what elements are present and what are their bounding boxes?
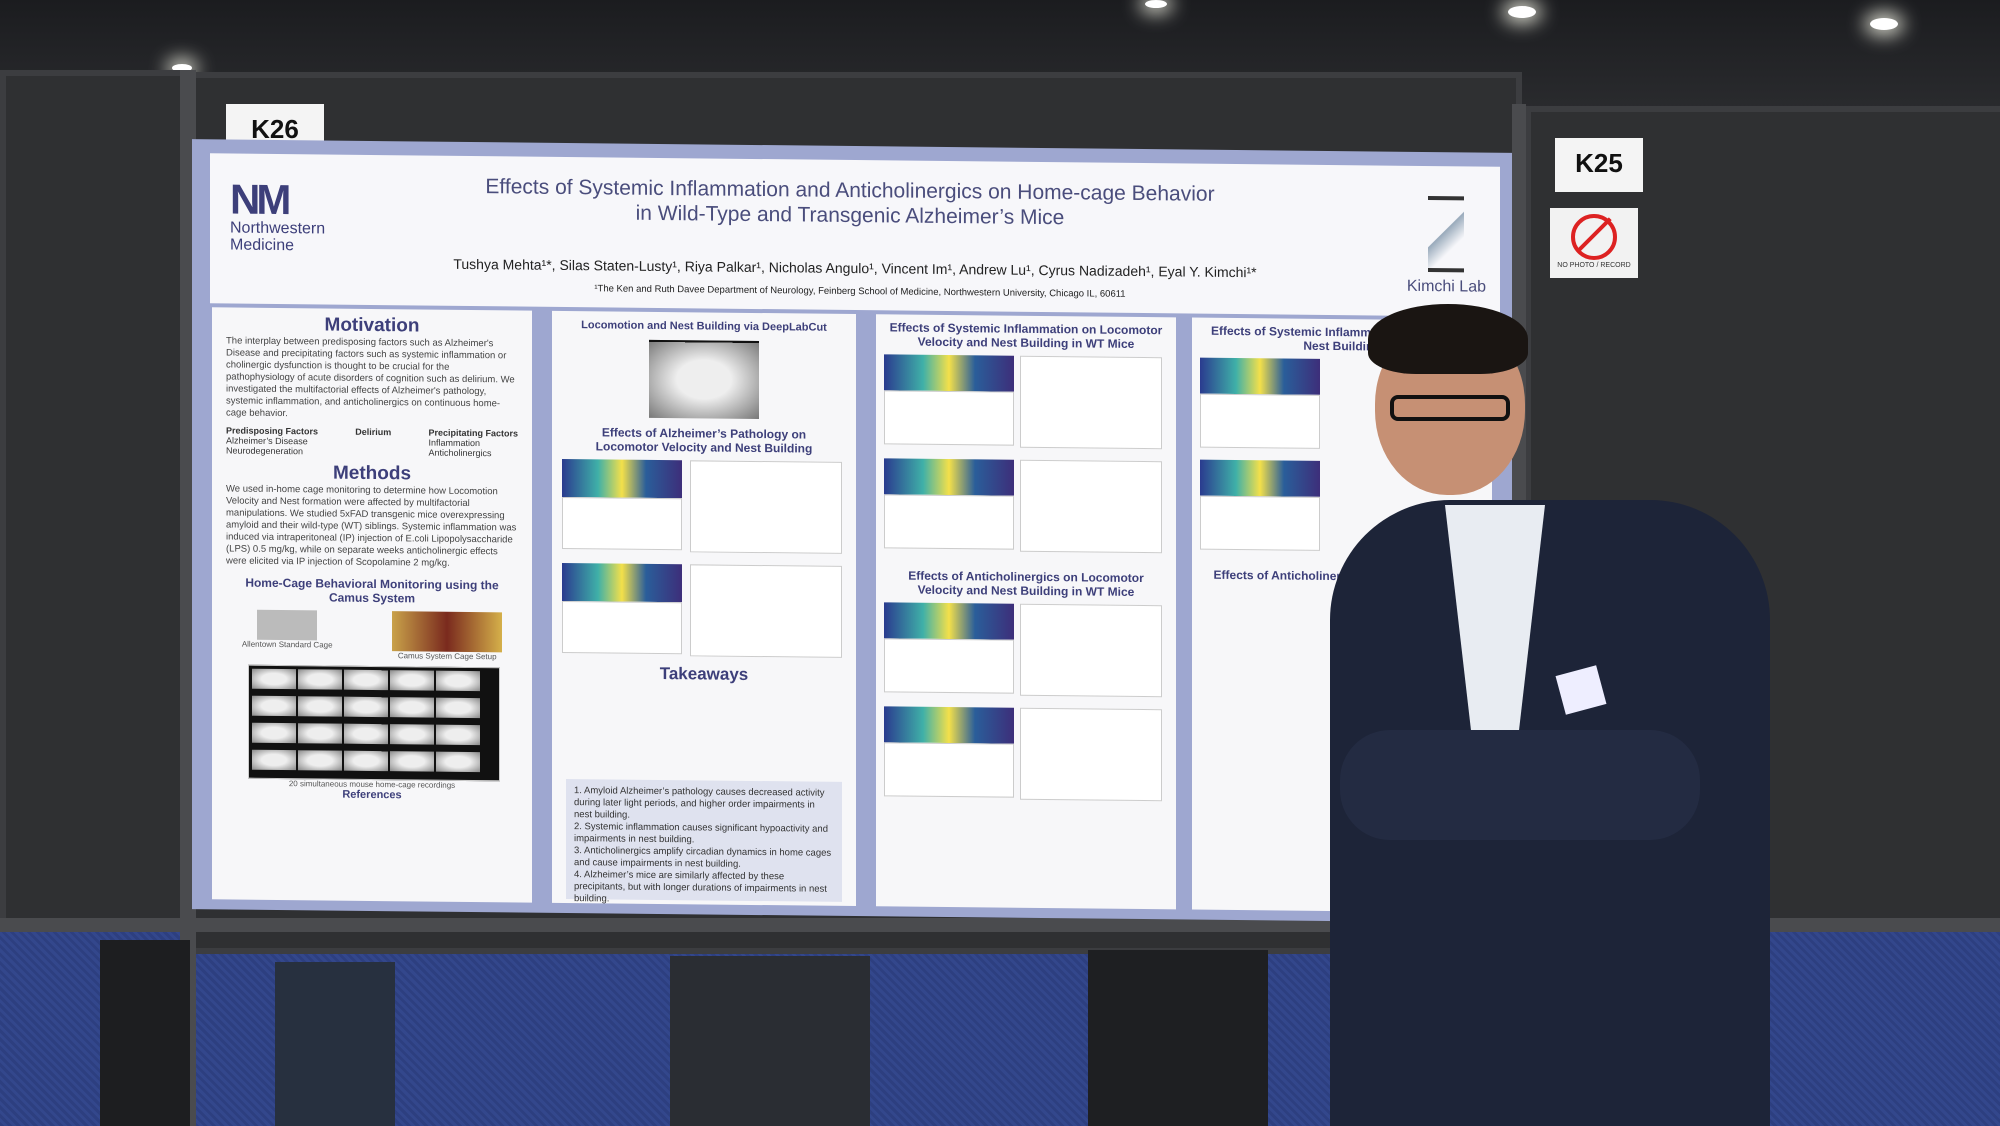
figure-panel — [1020, 459, 1162, 554]
poster-title: Effects of Systemic Inflammation and Ant… — [460, 174, 1240, 232]
display-board-left — [0, 70, 192, 932]
camus-setup-image — [392, 611, 503, 653]
figure-panel — [884, 354, 1014, 446]
takeaways-box: 1. Amyloid Alzheimer’s pathology causes … — [566, 779, 842, 904]
monitoring-heading: Home-Cage Behavioral Monitoring using th… — [245, 575, 499, 606]
glasses — [1390, 395, 1510, 421]
anticholinergics-figure-row-1 — [876, 596, 1176, 703]
inflammation-figure-row-2 — [876, 452, 1176, 559]
delirium-label: Delirium — [355, 426, 392, 438]
figure-panel — [884, 602, 1014, 694]
kimchi-lab-logo: Kimchi Lab — [1407, 196, 1486, 297]
no-photo-icon — [1571, 214, 1617, 260]
figure-panel — [884, 458, 1014, 550]
ceiling-light — [1145, 0, 1167, 8]
home-cage-grid — [248, 664, 500, 782]
visitor-legs — [670, 956, 870, 1126]
takeaway-item: 1. Amyloid Alzheimer’s pathology causes … — [574, 785, 825, 821]
factors-diagram: Predisposing Factors Alzheimer’s Disease … — [212, 419, 532, 464]
figure-panel — [1200, 357, 1320, 449]
logo-org-line1: Northwestern — [230, 219, 326, 238]
visitor-legs — [100, 940, 190, 1126]
figure-panel — [884, 706, 1014, 798]
takeaway-item: 2. Systemic inflammation causes signific… — [574, 821, 828, 846]
poster-column-alzheimers: Locomotion and Nest Building via DeepLab… — [552, 310, 856, 907]
no-photo-sign: NO PHOTO / RECORD — [1550, 208, 1638, 278]
references-heading: References — [342, 788, 402, 802]
figure-panel — [690, 460, 842, 554]
figure-panel — [562, 458, 682, 551]
poster-header: NM Northwestern Medicine Effects of Syst… — [210, 153, 1500, 317]
takeaways-heading: Takeaways — [659, 663, 749, 684]
takeaway-item: 4. Alzheimer’s mice are similarly affect… — [574, 869, 827, 905]
alzheimers-figure-row-1 — [552, 453, 856, 560]
precipitating-items: Inflammation Anticholinergics — [428, 437, 492, 459]
inflammation-wt-heading: Effects of Systemic Inflammation on Loco… — [889, 320, 1163, 351]
logo-org-line2: Medicine — [230, 236, 295, 255]
anticholinergics-wt-heading: Effects of Anticholinergics on Locomotor… — [908, 568, 1144, 599]
takeaway-item: 3. Anticholinergics amplify circadian dy… — [574, 845, 832, 870]
figure-panel — [690, 564, 842, 658]
presenter — [1330, 304, 1790, 1126]
anticholinergics-figure-row-2 — [876, 700, 1176, 807]
lab-name: Kimchi Lab — [1406, 277, 1486, 296]
figure-panel — [1020, 707, 1162, 802]
inflammation-figure-row-1 — [876, 348, 1176, 455]
logo-mark: NM — [230, 175, 288, 224]
poster-affiliation: ¹The Ken and Ruth Davee Department of Ne… — [594, 283, 1126, 300]
no-photo-text: NO PHOTO / RECORD — [1557, 262, 1631, 269]
poster-column-wt-mice: Effects of Systemic Inflammation on Loco… — [876, 314, 1176, 910]
standard-cage-image — [257, 609, 318, 641]
ceiling-light — [1870, 18, 1898, 30]
predisposing-items: Alzheimer’s Disease Neurodegeneration — [226, 435, 308, 457]
northwestern-medicine-logo: NM Northwestern Medicine — [230, 175, 326, 255]
hourglass-icon — [1428, 196, 1465, 273]
motivation-text: The interplay between predisposing facto… — [226, 335, 515, 420]
visitor-legs — [275, 962, 395, 1126]
nest-frames-image — [649, 339, 759, 420]
alzheimers-heading: Effects of Alzheimer’s Pathology on Loco… — [595, 425, 813, 456]
presenter-hair — [1368, 304, 1528, 374]
caption-camus-setup: Camus System Cage Setup — [397, 651, 497, 662]
booth-tag-k25: K25 — [1555, 138, 1643, 192]
figure-panel — [1020, 603, 1162, 698]
cage-images: Allentown Standard Cage Camus System Cag… — [212, 609, 532, 661]
poster-column-motivation: Motivation The interplay between predisp… — [212, 307, 532, 903]
figure-panel — [1200, 459, 1320, 551]
caption-standard-cage: Allentown Standard Cage — [241, 639, 333, 650]
methods-text: We used in-home cage monitoring to deter… — [226, 483, 517, 569]
figure-panel — [1020, 355, 1162, 450]
ceiling-light — [1508, 6, 1536, 18]
research-poster: NM Northwestern Medicine Effects of Syst… — [192, 139, 1512, 923]
ceiling-light — [172, 64, 192, 72]
deeplabcut-heading: Locomotion and Nest Building via DeepLab… — [581, 319, 827, 334]
presenter-arms — [1340, 730, 1700, 840]
figure-panel — [562, 562, 682, 655]
poster-authors: Tushya Mehta¹*, Silas Staten-Lusty¹, Riy… — [453, 255, 1257, 281]
visitor-legs — [1088, 950, 1268, 1126]
alzheimers-figure-row-2 — [552, 557, 856, 664]
